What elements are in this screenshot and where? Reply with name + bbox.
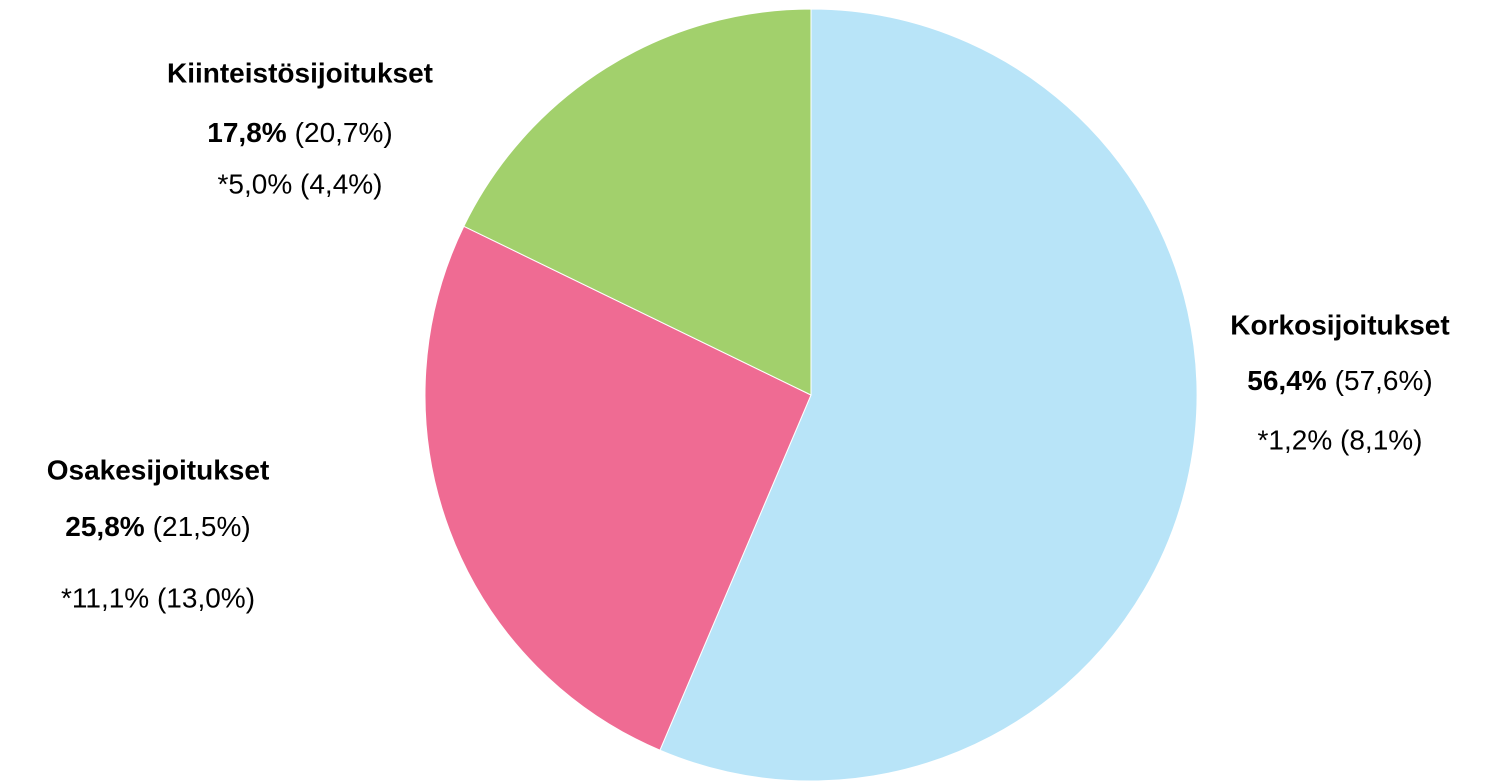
pie-slice: [424, 225, 812, 751]
slice-value: 17,8% (20,7%): [207, 117, 392, 148]
slice-name: Korkosijoitukset: [1230, 309, 1449, 340]
return-label: *1,2% (8,1%): [1258, 424, 1423, 455]
previous-label: (57,6%): [1335, 365, 1433, 396]
pie-slice: [463, 8, 812, 396]
previous-label: (20,7%): [295, 117, 393, 148]
slice-value: 56,4% (57,6%): [1247, 365, 1432, 396]
return-label: *11,1% (13,0%): [61, 582, 255, 613]
pie-slice: [659, 8, 1198, 781]
return-label: *5,0% (4,4%): [218, 168, 383, 199]
value-label: 25,8%: [65, 511, 144, 542]
slice-name: Kiinteistösijoitukset: [167, 57, 433, 88]
slice-name: Osakesijoitukset: [47, 454, 270, 485]
value-label: 17,8%: [207, 117, 286, 148]
value-label: 56,4%: [1247, 365, 1326, 396]
previous-label: (21,5%): [153, 511, 251, 542]
slice-value: 25,8% (21,5%): [65, 511, 250, 542]
